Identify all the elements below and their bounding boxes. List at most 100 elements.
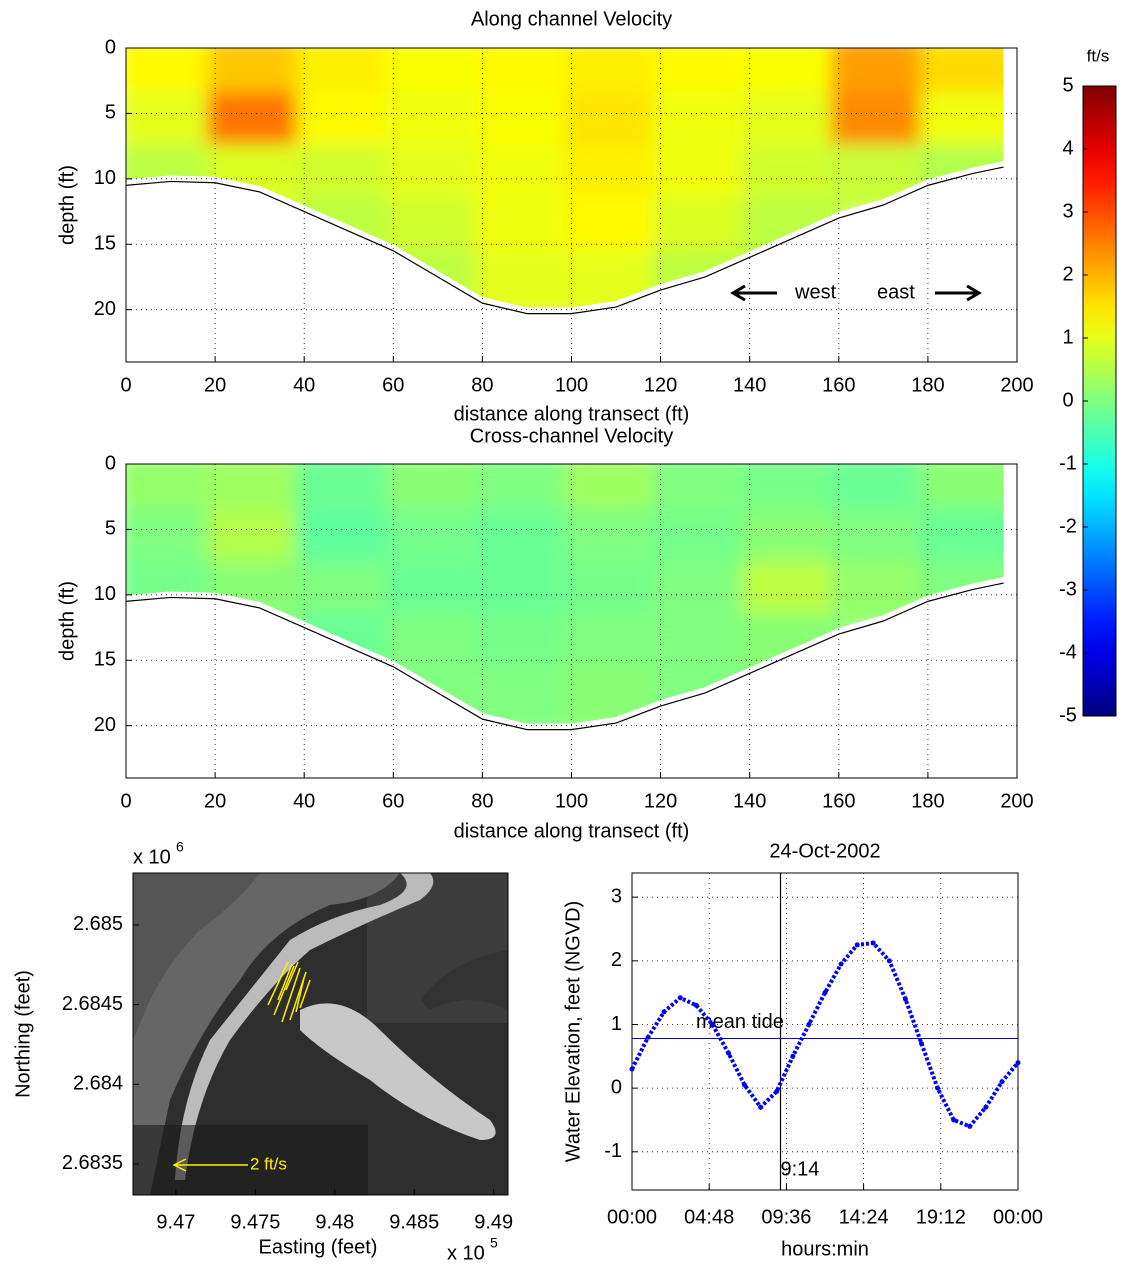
x-tick-label: 9.475 bbox=[230, 1211, 280, 1233]
y-tick-label: 10 bbox=[94, 167, 116, 189]
x-multiplier: x 10 bbox=[447, 1242, 485, 1264]
tide-point bbox=[693, 1002, 699, 1008]
x-tick-label: 20 bbox=[204, 374, 226, 396]
x-tick-label: 00:00 bbox=[993, 1206, 1043, 1228]
x-tick-label: 200 bbox=[1000, 374, 1033, 396]
y-tick-label: 2.6835 bbox=[62, 1152, 123, 1174]
axes-frame bbox=[132, 872, 509, 1196]
y-axis-label: Water Elevation, feet (NGVD) bbox=[562, 901, 584, 1163]
x-tick-label: 180 bbox=[911, 374, 944, 396]
x-tick-label: 19:12 bbox=[916, 1206, 966, 1228]
x-tick-label: 120 bbox=[644, 790, 677, 812]
tide-point bbox=[935, 1085, 941, 1091]
velocity-cell bbox=[474, 249, 580, 308]
time-marker-label: 9:14 bbox=[781, 1158, 820, 1180]
x-tick-label: 80 bbox=[471, 374, 493, 396]
x-tick-label: 00:00 bbox=[607, 1206, 657, 1228]
axes-frame bbox=[631, 872, 1019, 1191]
y-tick-label: 1 bbox=[611, 1013, 622, 1035]
x-tick-label: 09:36 bbox=[761, 1206, 811, 1228]
y-tick-label: 20 bbox=[94, 298, 116, 320]
velocity-cell bbox=[474, 665, 580, 724]
y-tick-label: 2.685 bbox=[73, 913, 123, 935]
x-tick-label: 80 bbox=[471, 790, 493, 812]
x-axis-label: hours:min bbox=[781, 1238, 869, 1260]
y-tick-label: 3 bbox=[611, 885, 622, 907]
velocity-cell bbox=[741, 613, 847, 682]
x-tick-label: 140 bbox=[733, 790, 766, 812]
tide-point bbox=[709, 1021, 715, 1027]
colorbar-tick-label: -4 bbox=[1059, 641, 1077, 663]
tide-point bbox=[967, 1123, 973, 1129]
x-axis-label: Easting (feet) bbox=[259, 1236, 378, 1258]
y-tick-label: 20 bbox=[94, 714, 116, 736]
colorbar-tick-label: 0 bbox=[1062, 389, 1073, 411]
y-tick-label: 0 bbox=[611, 1076, 622, 1098]
tide-point bbox=[822, 990, 828, 996]
tide-point bbox=[645, 1034, 651, 1040]
tide-point bbox=[790, 1053, 796, 1059]
tide-point bbox=[677, 995, 683, 1001]
x-tick-label: 9.48 bbox=[315, 1211, 354, 1233]
colorbar-tick-label: -2 bbox=[1059, 515, 1077, 537]
y-tick-label: 2.6845 bbox=[62, 993, 123, 1015]
x-multiplier-exponent: 5 bbox=[490, 1235, 498, 1251]
x-tick-label: 9.49 bbox=[474, 1211, 513, 1233]
colorbar-tick-label: 3 bbox=[1062, 200, 1073, 222]
colorbar-tick-label: 2 bbox=[1062, 263, 1073, 285]
y-axis-label: Northing (feet) bbox=[12, 970, 34, 1098]
velocity-cell bbox=[741, 197, 847, 266]
x-tick-label: 140 bbox=[733, 374, 766, 396]
x-tick-label: 120 bbox=[644, 374, 677, 396]
colorbar-tick-label: -1 bbox=[1059, 452, 1077, 474]
annotation: east bbox=[877, 281, 915, 303]
y-tick-label: 15 bbox=[94, 649, 116, 671]
x-tick-label: 100 bbox=[555, 374, 588, 396]
colorbar-tick-label: 5 bbox=[1062, 74, 1073, 96]
velocity-cell bbox=[652, 665, 758, 724]
tide-point bbox=[886, 958, 892, 964]
x-tick-label: 180 bbox=[911, 790, 944, 812]
arrow bbox=[935, 284, 982, 302]
x-tick-label: 160 bbox=[822, 790, 855, 812]
tide-point bbox=[629, 1066, 635, 1072]
tide-line bbox=[630, 940, 1020, 1129]
tide-point bbox=[870, 940, 876, 946]
y-tick-label: 5 bbox=[105, 518, 116, 540]
axes-frame bbox=[125, 463, 1018, 779]
colorbar-tick-label: 4 bbox=[1062, 137, 1073, 159]
x-tick-label: 40 bbox=[293, 790, 315, 812]
x-tick-label: 20 bbox=[204, 790, 226, 812]
annotation: west bbox=[794, 281, 837, 303]
tide-point bbox=[838, 961, 844, 967]
aerial-photo bbox=[133, 873, 508, 1195]
y-tick-label: 10 bbox=[94, 583, 116, 605]
tide-point bbox=[983, 1104, 989, 1110]
tide-point bbox=[854, 942, 860, 948]
x-tick-label: 04:48 bbox=[684, 1206, 734, 1228]
colorbar bbox=[1082, 85, 1117, 717]
x-tick-label: 60 bbox=[382, 374, 404, 396]
tide-point bbox=[1015, 1060, 1021, 1066]
channel-bottom bbox=[125, 166, 1004, 315]
tide-point bbox=[919, 1041, 924, 1047]
chart-title: Cross-channel Velocity bbox=[470, 425, 673, 447]
channel-bottom bbox=[125, 582, 1004, 731]
colorbar-tick-label: 1 bbox=[1062, 326, 1073, 348]
tide-point bbox=[806, 1021, 812, 1027]
y-axis-label: depth (ft) bbox=[56, 165, 78, 245]
scale-label: 2 ft/s bbox=[250, 1154, 287, 1173]
x-tick-label: 100 bbox=[555, 790, 588, 812]
y-tick-label: 0 bbox=[105, 452, 116, 474]
tide-point bbox=[774, 1088, 780, 1094]
x-tick-label: 0 bbox=[120, 374, 131, 396]
x-tick-label: 40 bbox=[293, 374, 315, 396]
x-tick-label: 9.47 bbox=[156, 1211, 195, 1233]
y-tick-label: 5 bbox=[105, 102, 116, 124]
y-axis-label: depth (ft) bbox=[56, 581, 78, 661]
x-tick-label: 60 bbox=[382, 790, 404, 812]
y-tick-label: 15 bbox=[94, 233, 116, 255]
y-tick-label: 2.684 bbox=[73, 1073, 123, 1095]
y-multiplier-exponent: 6 bbox=[176, 839, 184, 855]
